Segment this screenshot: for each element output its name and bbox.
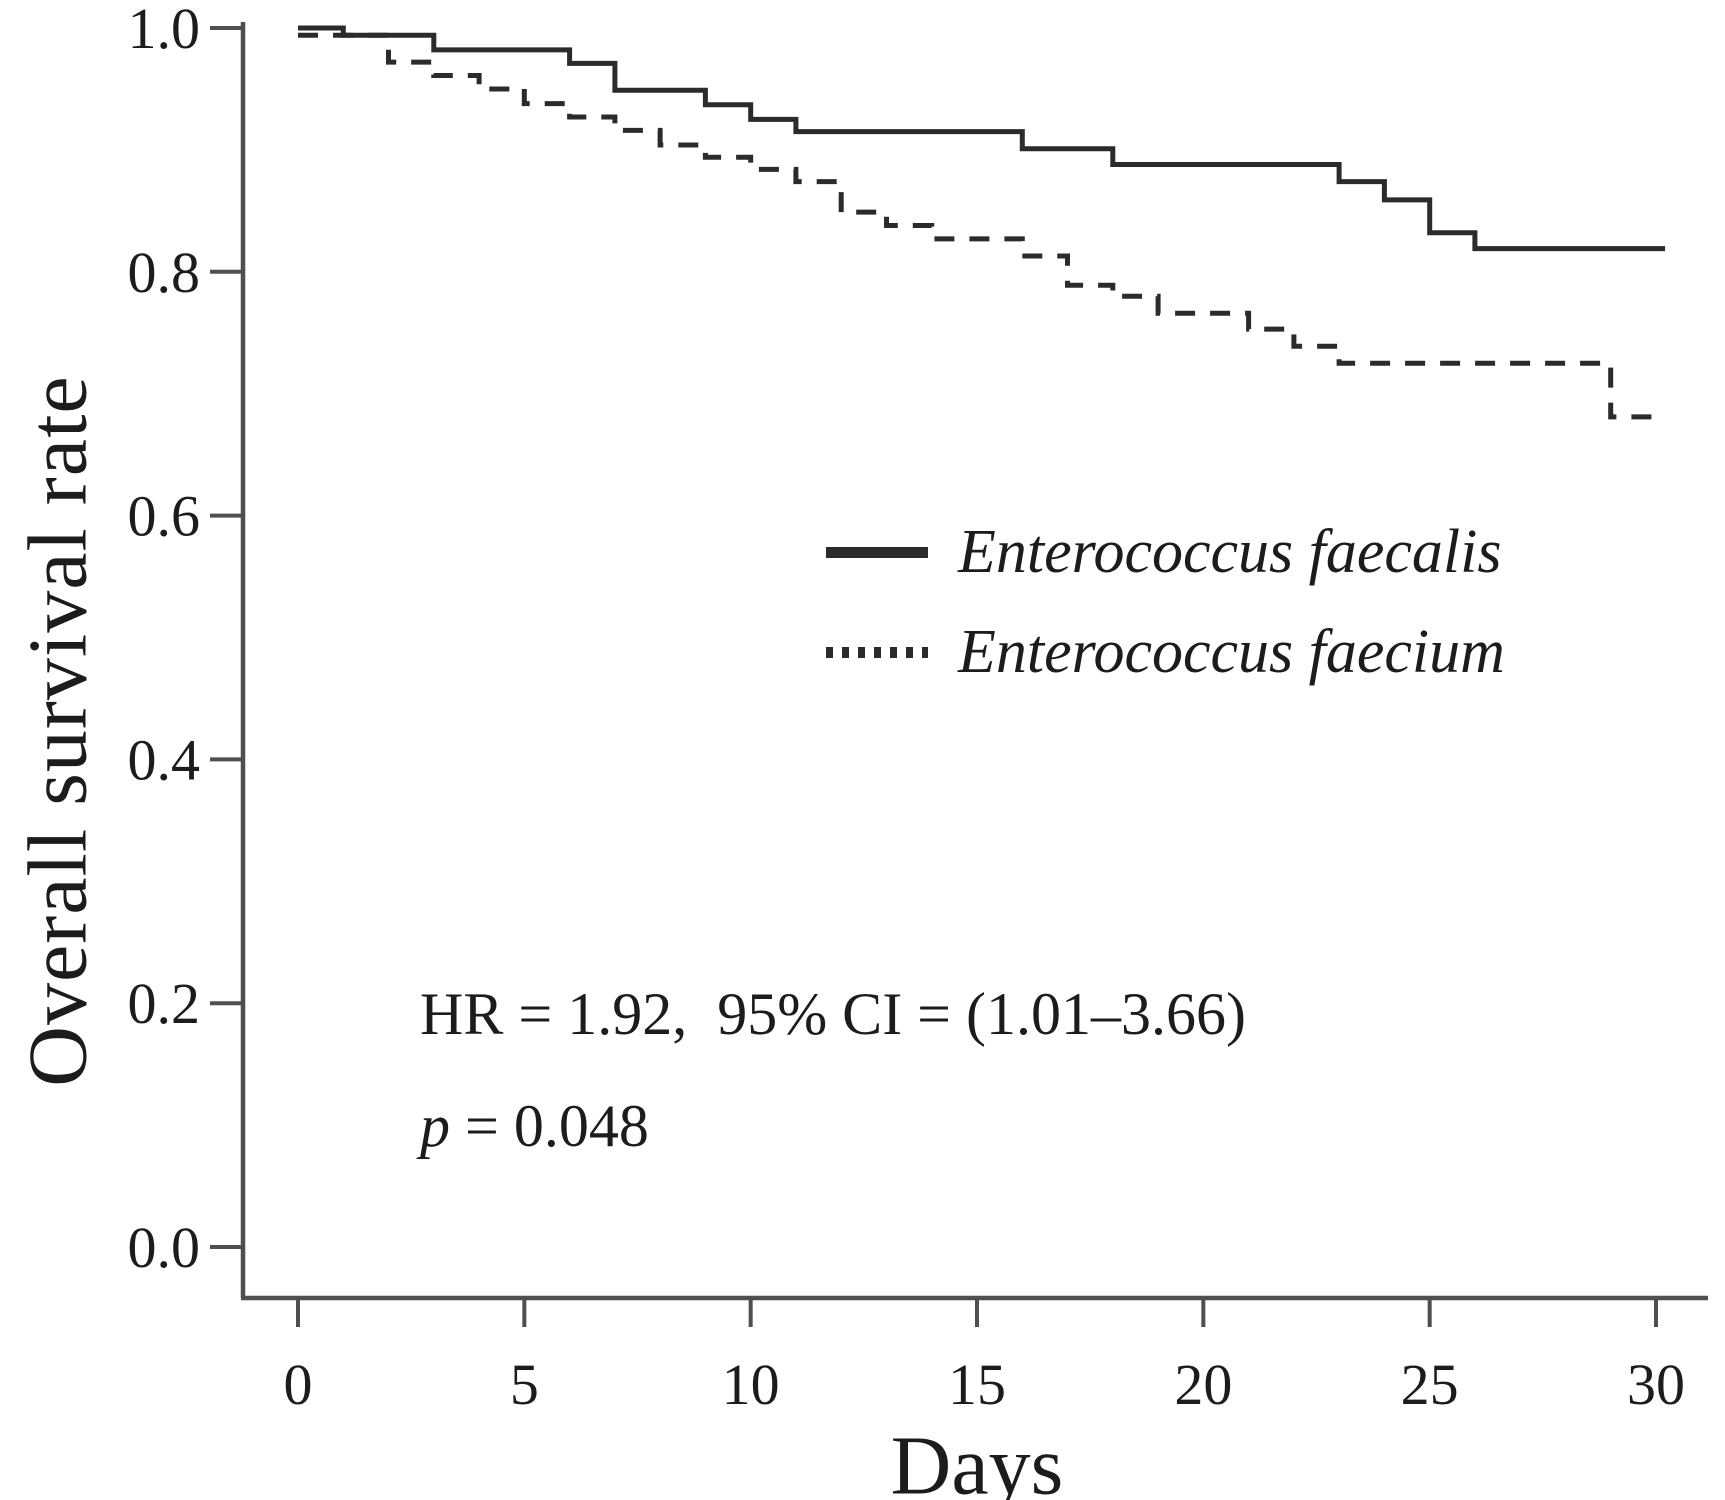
legend-label-faecalis: Enterococcus faecalis bbox=[958, 517, 1502, 586]
x-tick-label: 10 bbox=[722, 1352, 780, 1417]
x-tick-label: 5 bbox=[510, 1352, 539, 1417]
x-tick-label: 15 bbox=[948, 1352, 1006, 1417]
y-tick-label: 0.4 bbox=[128, 727, 201, 792]
dotted-line-swatch-icon bbox=[826, 646, 928, 658]
legend-item-faecalis: Enterococcus faecalis bbox=[826, 517, 1505, 587]
y-axis-title: Overall survival rate bbox=[11, 375, 105, 1087]
legend-item-faecium: Enterococcus faecium bbox=[826, 617, 1505, 687]
y-tick-label: 0.2 bbox=[128, 971, 201, 1036]
y-tick-label: 0.6 bbox=[128, 484, 201, 549]
x-tick-label: 20 bbox=[1174, 1352, 1232, 1417]
solid-line-swatch-icon bbox=[826, 546, 928, 558]
enterococcus-faecium-curve bbox=[298, 32, 1656, 420]
y-tick-label: 0.8 bbox=[128, 240, 201, 305]
y-tick-label: 1.0 bbox=[128, 0, 201, 61]
legend-label-faecium: Enterococcus faecium bbox=[958, 617, 1505, 686]
x-tick-label: 30 bbox=[1627, 1352, 1685, 1417]
x-tick-label: 0 bbox=[284, 1352, 313, 1417]
p-symbol: p bbox=[420, 1093, 450, 1159]
x-tick-label: 25 bbox=[1401, 1352, 1459, 1417]
hr-ci-annotation: HR = 1.92, 95% CI = (1.01–3.66) bbox=[420, 981, 1246, 1047]
p-value: = 0.048 bbox=[450, 1093, 649, 1159]
x-axis-title: Days bbox=[890, 1419, 1064, 1500]
legend: Enterococcus faecalis Enterococcus faeci… bbox=[826, 517, 1505, 687]
enterococcus-faecalis-curve bbox=[298, 25, 1666, 252]
p-value-annotation: p = 0.048 bbox=[420, 1092, 649, 1161]
y-tick-label: 0.0 bbox=[128, 1215, 201, 1280]
